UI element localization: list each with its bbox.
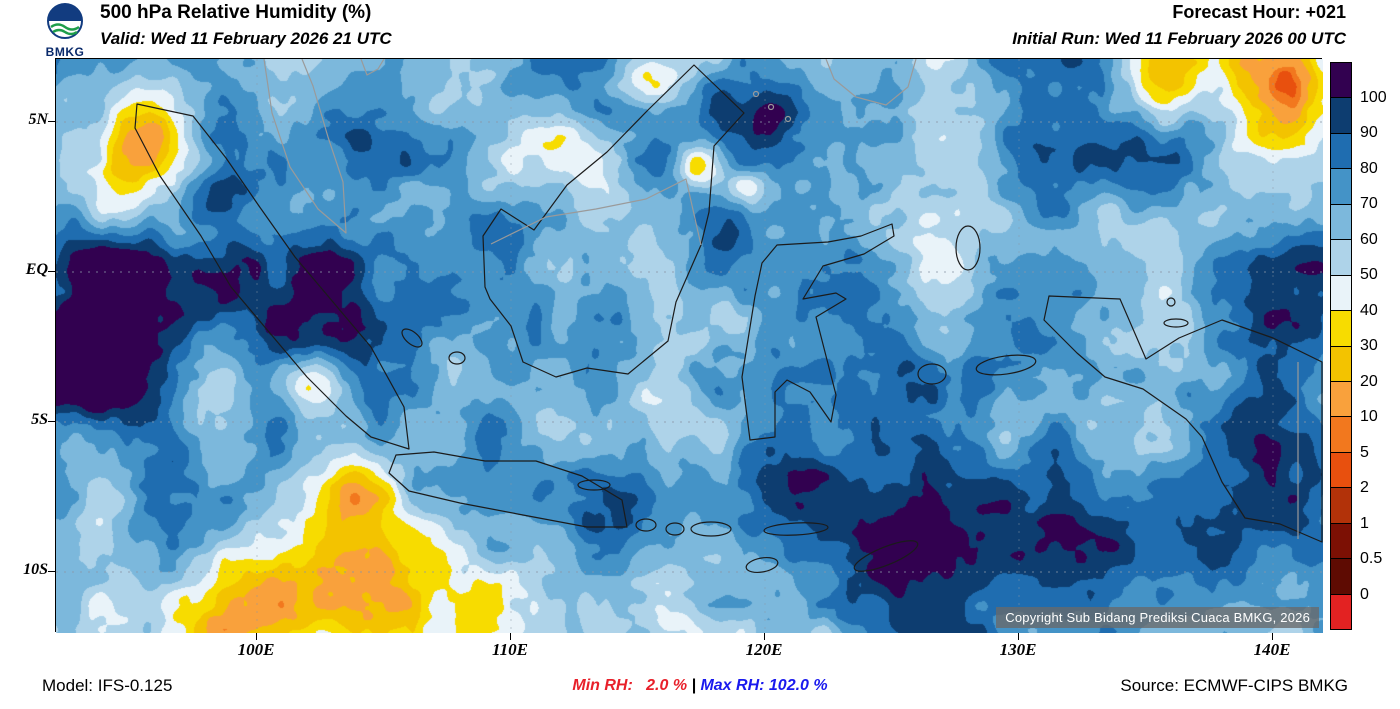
rh-extremes: Min RH: 2.0 % | Max RH: 102.0 % [572, 677, 827, 695]
colorbar-segment-8 [1331, 345, 1351, 381]
lat-label-5N: 5N [28, 111, 48, 128]
colorbar-segment-0 [1331, 63, 1351, 98]
colorbar-label-80: 80 [1360, 159, 1378, 177]
colorbar-segment-13 [1331, 522, 1351, 559]
lon-tick [1018, 633, 1019, 640]
bmkg-logo-label: BMKG [45, 45, 85, 59]
lat-label-10S: 10S [23, 561, 48, 578]
lat-tick [48, 121, 55, 122]
bmkg-logo-icon [47, 3, 83, 39]
initial-run-label: Initial Run: Wed 11 February 2026 00 UTC [1012, 29, 1346, 48]
copyright-note: Copyright Sub Bidang Prediksi Cuaca BMKG… [996, 607, 1319, 628]
lon-tick [510, 633, 511, 640]
colorbar [1330, 62, 1352, 630]
rh-divider: | [687, 677, 701, 694]
source-label: Source: ECMWF-CIPS BMKG [1120, 676, 1348, 695]
colorbar-label-90: 90 [1360, 124, 1378, 141]
colorbar-label-20: 20 [1360, 372, 1378, 390]
colorbar-segment-12 [1331, 487, 1351, 523]
colorbar-segment-15 [1331, 593, 1351, 629]
lon-label-130E: 130E [999, 640, 1037, 659]
lon-tick [256, 633, 257, 640]
lat-tick [48, 271, 55, 272]
min-rh: Min RH: 2.0 % [572, 677, 688, 694]
model-label: Model: IFS-0.125 [42, 676, 173, 695]
map-area: Copyright Sub Bidang Prediksi Cuaca BMKG… [55, 58, 1323, 633]
colorbar-segment-11 [1331, 451, 1351, 488]
lon-label-140E: 140E [1253, 640, 1291, 659]
colorbar-segment-6 [1331, 274, 1351, 311]
page-title: 500 hPa Relative Humidity (%) [100, 2, 372, 23]
colorbar-label-100: 100 [1360, 88, 1387, 106]
colorbar-label-70: 70 [1360, 195, 1378, 212]
colorbar-segment-14 [1331, 558, 1351, 594]
colorbar-label-5: 5 [1360, 443, 1369, 461]
lat-tick [48, 571, 55, 572]
colorbar-segment-10 [1331, 416, 1351, 452]
colorbar-segment-7 [1331, 310, 1351, 346]
colorbar-label-30: 30 [1360, 337, 1378, 354]
colorbar-segment-1 [1331, 97, 1351, 133]
lat-label-EQ: EQ [25, 261, 48, 278]
colorbar-segment-9 [1331, 380, 1351, 417]
lon-tick [1272, 633, 1273, 640]
forecast-hour-label: Forecast Hour: +021 [1172, 2, 1346, 22]
colorbar-label-0: 0 [1360, 585, 1369, 603]
lon-label-120E: 120E [745, 640, 783, 659]
lon-label-100E: 100E [237, 640, 275, 659]
colorbar-label-40: 40 [1360, 301, 1378, 319]
colorbar-segment-3 [1331, 168, 1351, 204]
max-rh: Max RH: 102.0 % [700, 677, 828, 694]
colorbar-label-50: 50 [1360, 266, 1378, 283]
colorbar-label-60: 60 [1360, 230, 1378, 248]
lat-tick [48, 421, 55, 422]
colorbar-label-1: 1 [1360, 514, 1369, 532]
bmkg-logo: BMKG [36, 1, 94, 59]
lat-label-5S: 5S [31, 411, 48, 428]
colorbar-segment-5 [1331, 239, 1351, 275]
valid-time-label: Valid: Wed 11 February 2026 21 UTC [100, 29, 392, 48]
lon-tick [764, 633, 765, 640]
colorbar-label-0.5: 0.5 [1360, 550, 1383, 567]
colorbar-label-2: 2 [1360, 479, 1369, 496]
colorbar-label-10: 10 [1360, 408, 1378, 425]
humidity-field-canvas [56, 59, 1323, 633]
colorbar-segment-4 [1331, 203, 1351, 240]
colorbar-segment-2 [1331, 132, 1351, 169]
lon-label-110E: 110E [492, 640, 528, 659]
